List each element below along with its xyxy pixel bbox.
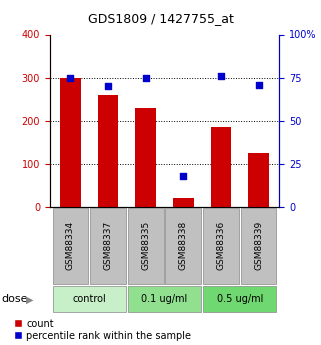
Text: 0.1 ug/ml: 0.1 ug/ml	[141, 294, 188, 304]
Text: GSM88336: GSM88336	[216, 221, 225, 270]
Bar	[128, 208, 164, 284]
Point	[256, 82, 261, 87]
Point	[68, 75, 73, 80]
Text: GSM88337: GSM88337	[104, 221, 113, 270]
Legend: count, percentile rank within the sample: count, percentile rank within the sample	[14, 319, 191, 341]
Bar	[128, 286, 201, 313]
Text: control: control	[73, 294, 106, 304]
Point	[218, 73, 223, 79]
Bar	[53, 286, 126, 313]
Text: dose: dose	[2, 294, 28, 304]
Text: GSM88339: GSM88339	[254, 221, 263, 270]
Bar	[165, 208, 201, 284]
Bar	[203, 286, 276, 313]
Bar	[90, 208, 126, 284]
Text: 0.5 ug/ml: 0.5 ug/ml	[217, 294, 263, 304]
Bar	[60, 78, 81, 207]
Text: GSM88334: GSM88334	[66, 221, 75, 270]
Bar	[211, 127, 231, 207]
Bar	[135, 108, 156, 207]
Bar	[98, 95, 118, 207]
Bar	[173, 198, 194, 207]
Point	[143, 75, 148, 80]
Bar	[248, 153, 269, 207]
Text: GDS1809 / 1427755_at: GDS1809 / 1427755_at	[88, 12, 233, 25]
Bar	[241, 208, 276, 284]
Bar	[53, 208, 88, 284]
Point	[106, 83, 111, 89]
Text: ▶: ▶	[26, 294, 34, 304]
Bar	[203, 208, 239, 284]
Text: GSM88335: GSM88335	[141, 221, 150, 270]
Point	[181, 173, 186, 179]
Text: GSM88338: GSM88338	[179, 221, 188, 270]
